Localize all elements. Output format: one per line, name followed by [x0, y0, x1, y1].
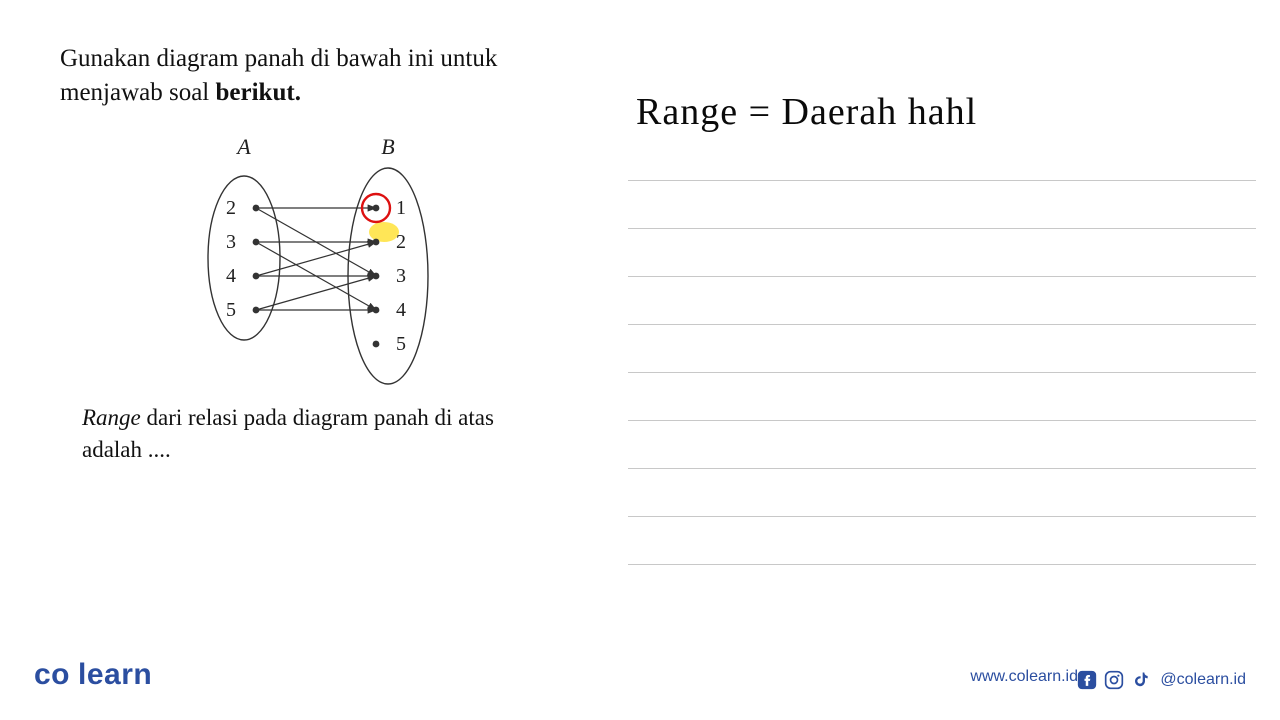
question-body: Range dari relasi pada diagram panah di … [82, 402, 552, 466]
svg-text:B: B [381, 134, 394, 159]
ruled-line [628, 468, 1256, 469]
ruled-line [628, 228, 1256, 229]
question-title: Gunakan diagram panah di bawah ini untuk… [60, 42, 580, 110]
ruled-line [628, 180, 1256, 181]
logo-co: co [34, 658, 70, 691]
ruled-line [628, 516, 1256, 517]
svg-text:3: 3 [396, 265, 406, 287]
svg-text:5: 5 [226, 299, 236, 321]
facebook-icon[interactable] [1077, 670, 1097, 690]
website-link[interactable]: www.colearn.id [970, 668, 1078, 686]
social-icons: @colearn.id [1077, 670, 1246, 690]
instagram-icon[interactable] [1104, 670, 1124, 690]
ruled-line [628, 324, 1256, 325]
svg-text:4: 4 [226, 265, 236, 287]
svg-text:1: 1 [396, 197, 406, 219]
social-handle[interactable]: @colearn.id [1160, 671, 1246, 689]
ruled-line [628, 276, 1256, 277]
tiktok-icon[interactable] [1131, 670, 1151, 690]
ruled-line [628, 372, 1256, 373]
question-body-rest: dari relasi pada diagram panah di atas a… [82, 405, 494, 462]
footer: colearn www.colearn.id @colearn.id [0, 652, 1280, 692]
notes-panel: Range = Daerah hahl [628, 90, 1256, 140]
question-body-italic: Range [82, 405, 141, 430]
handwriting-text: Range = Daerah hahl [628, 90, 1256, 140]
logo: colearn [34, 658, 152, 692]
svg-text:5: 5 [396, 333, 406, 355]
question-title-bold: berikut. [216, 79, 301, 106]
logo-learn: learn [78, 658, 152, 691]
ruled-line [628, 420, 1256, 421]
svg-text:A: A [235, 134, 251, 159]
svg-text:2: 2 [396, 231, 406, 253]
question-panel: Gunakan diagram panah di bawah ini untuk… [60, 42, 580, 466]
ruled-line [628, 564, 1256, 565]
arrow-diagram: A B 2 3 4 5 1 2 3 4 5 [60, 128, 480, 388]
svg-text:3: 3 [226, 231, 236, 253]
diagram-svg: A B 2 3 4 5 1 2 3 4 5 [60, 128, 480, 388]
svg-text:4: 4 [396, 299, 406, 321]
svg-text:2: 2 [226, 197, 236, 219]
